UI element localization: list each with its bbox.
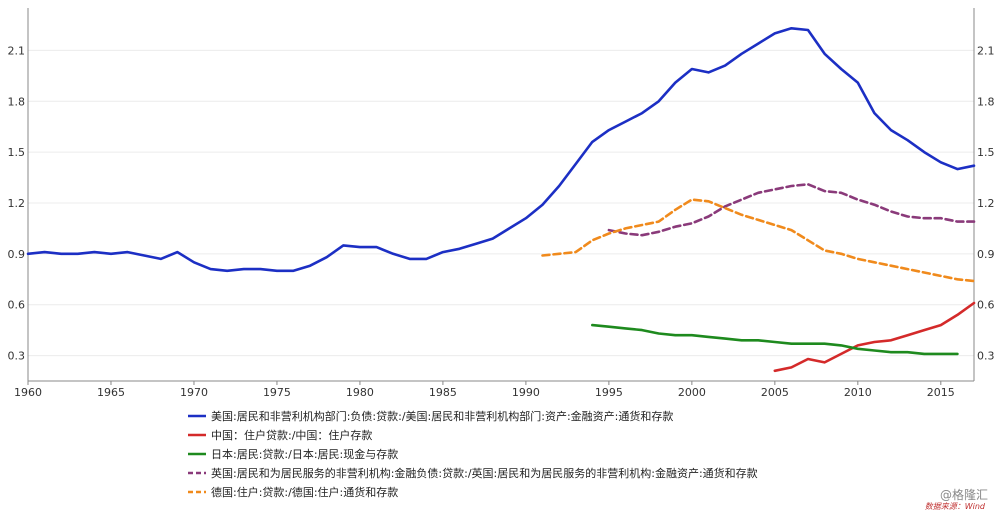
x-tick-label: 1995 xyxy=(595,386,623,399)
y-tick-label-left: 1.5 xyxy=(8,146,26,159)
y-tick-label-left: 0.9 xyxy=(8,248,26,261)
y-tick-label-right: 0.9 xyxy=(977,248,995,261)
legend-label-5: 德国:住户:贷款:/德国:住户:通货和存款 xyxy=(211,485,398,499)
y-tick-label-right: 2.1 xyxy=(977,44,995,57)
legend-label-4: 英国:居民和为居民服务的非营利机构:金融负债:贷款:/英国:居民和为居民服务的非… xyxy=(211,466,758,480)
y-tick-label-left: 0.3 xyxy=(8,350,26,363)
legend-label-1: 美国:居民和非营利机构部门:负债:贷款:/美国:居民和非营利机构部门:资产:金融… xyxy=(211,409,673,423)
watermark-text: @格隆汇 xyxy=(940,487,988,502)
y-tick-label-left: 1.2 xyxy=(8,197,26,210)
legend-label-2: 中国：住户贷款:/中国：住户存款 xyxy=(211,428,372,442)
series-line-5 xyxy=(541,198,976,283)
series-line-2 xyxy=(773,301,976,373)
axes xyxy=(27,8,975,385)
y-tick-label-right: 1.8 xyxy=(977,95,995,108)
x-tick-label: 1980 xyxy=(346,386,374,399)
source-note: 数据来源：Wind xyxy=(925,502,986,511)
series-line-1 xyxy=(26,26,976,273)
x-tick-label: 2015 xyxy=(927,386,955,399)
y-tick-label-right: 1.5 xyxy=(977,146,995,159)
series-line-4 xyxy=(607,183,976,237)
y-tick-label-left: 0.6 xyxy=(8,299,26,312)
y-tick-label-left: 2.1 xyxy=(8,44,26,57)
y-tick-label-right: 0.3 xyxy=(977,350,995,363)
x-tick-label: 1970 xyxy=(180,386,208,399)
grid-lines xyxy=(28,49,974,357)
x-tick-label: 2000 xyxy=(678,386,706,399)
tick-labels: 0.3 0.3 0.6 0.6 0.9 0.9 1.2 1.2 1.5 1.5 1.8 1.8 2.1 2… xyxy=(8,44,995,399)
x-tick-label: 1965 xyxy=(97,386,125,399)
series-line-3 xyxy=(590,323,959,356)
x-tick-label: 2005 xyxy=(761,386,789,399)
x-tick-label: 1985 xyxy=(429,386,457,399)
series-lines xyxy=(26,26,976,373)
x-tick-label: 1990 xyxy=(512,386,540,399)
legend: 美国:居民和非营利机构部门:负债:贷款:/美国:居民和非营利机构部门:资产:金融… xyxy=(188,409,758,499)
y-tick-label-left: 1.8 xyxy=(8,95,26,108)
y-tick-label-right: 1.2 xyxy=(977,197,995,210)
legend-label-3: 日本:居民:贷款:/日本:居民:现金与存款 xyxy=(211,447,398,461)
x-tick-label: 1975 xyxy=(263,386,291,399)
x-tick-label: 2010 xyxy=(844,386,872,399)
x-tick-label: 1960 xyxy=(14,386,42,399)
y-tick-label-right: 0.6 xyxy=(977,299,995,312)
